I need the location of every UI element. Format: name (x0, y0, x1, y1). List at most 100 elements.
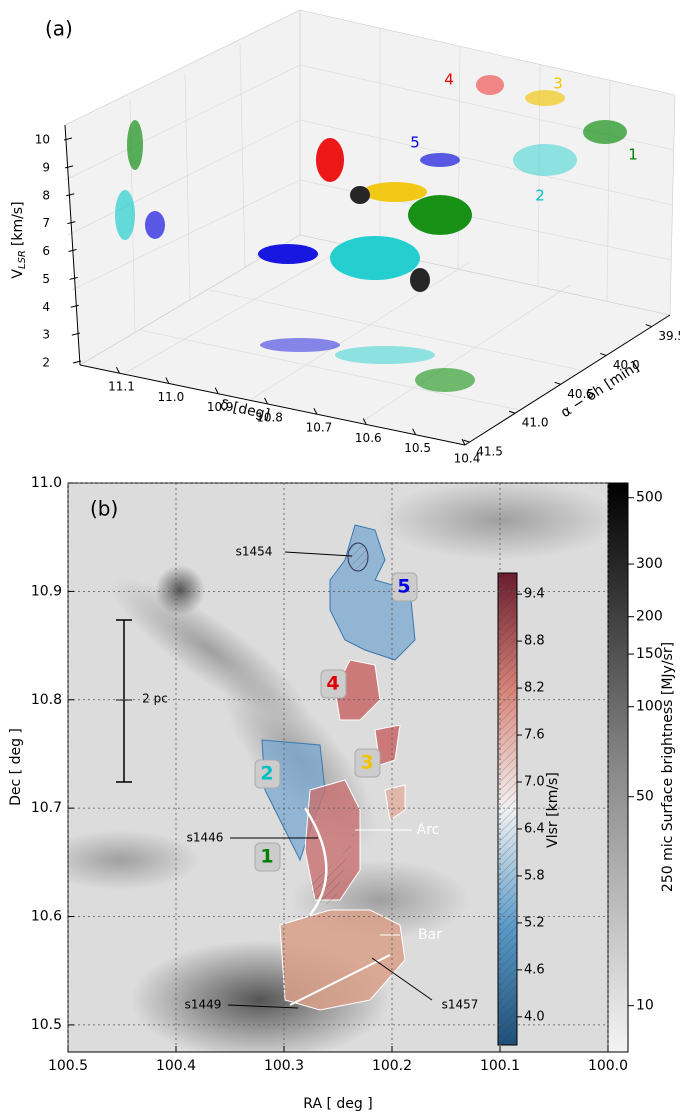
x-tick-label: 10.8 (256, 410, 283, 424)
z-tick (63, 137, 73, 141)
x-tick (412, 428, 417, 435)
cloud (410, 268, 430, 292)
cloud-label: 3 (553, 75, 563, 93)
x-tick-label: 100.0 (588, 1058, 628, 1074)
y-tick-label: 40.0 (613, 358, 640, 372)
y-tick (508, 410, 516, 414)
x-tick-label: 10.7 (306, 421, 333, 435)
y-tick (463, 439, 470, 443)
region-label: 4 (326, 673, 339, 695)
y-tick (645, 324, 652, 328)
colorbar (607, 482, 629, 1053)
z-tick (72, 360, 82, 364)
colorbar-tick-label: 500 (636, 490, 663, 506)
x-tick (461, 438, 466, 446)
cloud (330, 236, 420, 280)
x-tick-label: 100.2 (372, 1058, 412, 1074)
y-tick-label: 41.5 (476, 445, 503, 459)
annotation: s1446 (187, 831, 224, 845)
x-tick-label: 11.0 (157, 390, 184, 404)
velocity-colorbar-label: Vlsr [km/s] (545, 772, 561, 848)
z-tick (66, 193, 75, 197)
velocity-tick-label: 8.2 (524, 681, 545, 696)
x-tick (362, 418, 367, 425)
cloud (115, 190, 135, 240)
z-tick-label: 6 (42, 244, 50, 258)
annotation: s1449 (185, 998, 222, 1012)
cloud-label: 5 (410, 134, 420, 152)
region-label: 2 (260, 763, 273, 785)
x-tick-label: 10.5 (404, 441, 431, 455)
x-tick-label: 10.4 (454, 452, 481, 466)
velocity-tick-label: 6.4 (524, 821, 545, 836)
z-tick-label: 4 (42, 300, 50, 314)
z-tick-label: 2 (42, 356, 50, 370)
y-tick-label: 41.0 (522, 416, 549, 430)
x-tick-label: 100.1 (480, 1058, 520, 1074)
cloud (316, 138, 344, 182)
cloud (476, 75, 504, 95)
y-tick (600, 352, 607, 356)
cloud (583, 120, 627, 144)
z-tick-label: 5 (42, 272, 50, 286)
y-tick-label: 40.5 (567, 387, 594, 401)
panel-label: (b) (90, 497, 118, 521)
cloud-label: 2 (535, 187, 545, 205)
x-tick (116, 366, 120, 374)
x-tick-label: 100.4 (156, 1058, 196, 1074)
x-tick-label: 100.3 (264, 1058, 304, 1074)
colorbar-tick-label: 50 (636, 789, 654, 805)
x-axis-line (79, 364, 466, 446)
y-tick (554, 381, 561, 385)
panel-a-clouds (115, 75, 627, 392)
panel-label: (a) (45, 17, 73, 41)
z-tick (71, 332, 80, 336)
y-tick-label: 10.7 (31, 800, 62, 816)
z-tick-label: 10 (35, 133, 50, 147)
cloud-label: 4 (444, 71, 454, 89)
cloud (415, 368, 475, 392)
y-axis-label: Dec [ deg ] (8, 728, 24, 806)
annotation: 2 pc (142, 692, 168, 706)
x-axis-label: RA [ deg ] (303, 1096, 372, 1112)
cloud (408, 195, 472, 235)
y-tick-label: 10.6 (31, 909, 62, 925)
cloud (513, 144, 577, 176)
z-tick (68, 249, 77, 252)
cloud (525, 90, 565, 106)
x-tick (264, 397, 269, 405)
colorbar-tick-label: 200 (636, 609, 663, 625)
x-tick-label: 100.5 (48, 1058, 88, 1074)
y-axis-line (464, 314, 671, 446)
cloud (260, 338, 340, 352)
x-tick-label: 10.9 (207, 400, 234, 414)
annotation: s1454 (236, 545, 273, 559)
region-label: 5 (397, 576, 410, 598)
annotation: Arc (417, 822, 440, 838)
y-tick-label: 10.5 (31, 1017, 62, 1033)
region-label: 1 (260, 846, 273, 868)
x-tick (313, 408, 318, 415)
annotation: Bar (418, 927, 442, 943)
cloud-label: 1 (628, 146, 638, 164)
colorbar-tick-label: 100 (636, 699, 663, 715)
cloud (258, 244, 318, 264)
y-tick-label: 11.0 (31, 475, 62, 491)
z-tick-label: 3 (42, 328, 50, 342)
cloud (145, 211, 165, 239)
z-tick (70, 304, 79, 308)
z-axis-label-part: [km/s] (10, 201, 26, 246)
region-label: 3 (360, 752, 373, 774)
colorbar-tick-label: 150 (636, 646, 663, 662)
z-tick-label: 7 (42, 216, 50, 230)
velocity-tick-label: 7.0 (524, 774, 545, 789)
colorbar-tick-label: 10 (636, 998, 654, 1014)
annotation: s1457 (442, 998, 479, 1012)
velocity-tick-label: 4.0 (524, 1009, 545, 1024)
box-grid (64, 28, 675, 424)
y-tick-label: 10.9 (31, 583, 62, 599)
velocity-tick-label: 8.8 (524, 634, 545, 649)
x-tick-label: 10.6 (355, 431, 382, 445)
